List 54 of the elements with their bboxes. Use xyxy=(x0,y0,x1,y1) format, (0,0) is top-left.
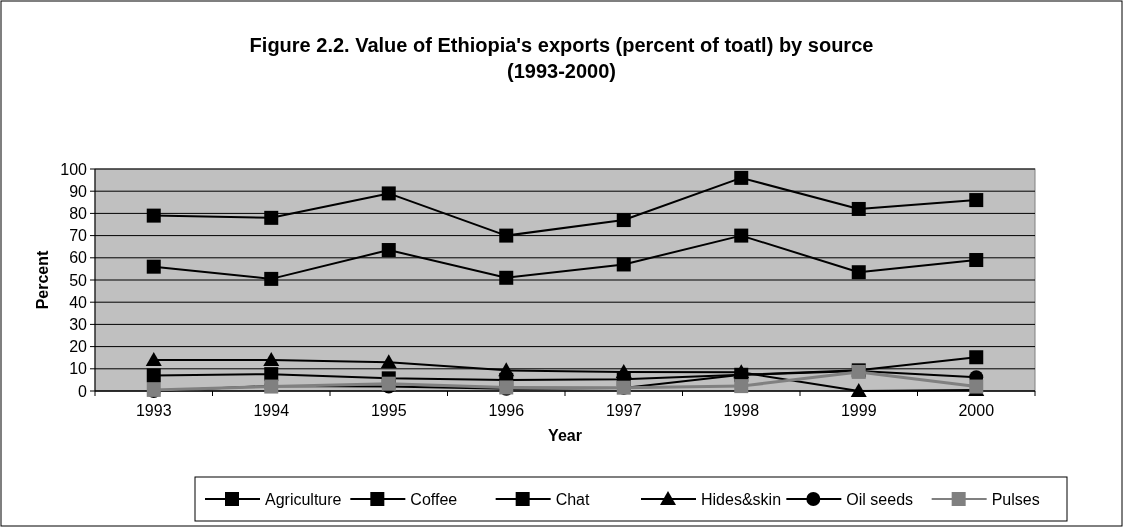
x-tick-label: 1995 xyxy=(370,402,407,419)
x-axis-title: Year xyxy=(548,427,582,444)
y-axis-title: Percent xyxy=(34,249,51,310)
y-tick-label: 40 xyxy=(69,293,88,311)
y-tick-label: 20 xyxy=(69,338,88,356)
point xyxy=(969,193,984,208)
chart-title: Figure 2.2. Value of Ethiopia's exports (percent of toatl) by source (1993-2000) xyxy=(249,34,874,82)
point xyxy=(499,228,514,243)
x-tick-label: 1997 xyxy=(605,402,642,419)
y-tick-label: 100 xyxy=(60,160,88,178)
x-tick-label: 1994 xyxy=(253,402,290,419)
point xyxy=(734,379,749,394)
point xyxy=(381,243,396,258)
x-tick-label: 1998 xyxy=(723,402,760,419)
point xyxy=(146,368,161,383)
y-tick-label: 10 xyxy=(69,360,88,378)
point xyxy=(380,354,397,369)
y-tick-label: 90 xyxy=(69,182,88,200)
x-tick-label: 1999 xyxy=(840,402,877,419)
y-tick-label: 80 xyxy=(69,205,88,222)
point xyxy=(734,170,749,185)
point xyxy=(851,201,866,216)
x-tick-label: 1996 xyxy=(488,402,525,419)
point xyxy=(498,362,515,377)
point xyxy=(969,350,984,365)
legend-label: Hides&skin xyxy=(701,490,782,508)
point xyxy=(616,257,631,272)
y-tick-label: 70 xyxy=(69,227,88,245)
y-tick-label: 50 xyxy=(69,271,88,289)
legend-label: Oil seeds xyxy=(846,490,914,508)
point xyxy=(146,208,161,223)
point xyxy=(616,213,631,228)
point xyxy=(969,253,984,268)
legend-label: Pulses xyxy=(991,490,1040,508)
legend-label: Coffee xyxy=(410,490,458,508)
point xyxy=(264,271,279,286)
y-tick-label: 30 xyxy=(69,316,88,333)
y-tick-label: 60 xyxy=(69,249,88,267)
point xyxy=(145,351,162,366)
y-tick-label: 0 xyxy=(78,382,88,400)
point xyxy=(850,383,867,397)
point xyxy=(263,351,280,366)
x-tick-label: 1993 xyxy=(135,402,172,419)
point xyxy=(381,186,396,201)
legend-label: Agriculture xyxy=(265,490,342,508)
legend-label: Chat xyxy=(555,490,591,508)
point xyxy=(499,270,514,285)
point xyxy=(615,363,632,378)
point xyxy=(264,367,279,382)
point xyxy=(264,210,279,225)
point xyxy=(146,259,161,274)
x-tick-label: 2000 xyxy=(958,402,995,419)
point xyxy=(734,228,749,243)
point xyxy=(851,265,866,280)
